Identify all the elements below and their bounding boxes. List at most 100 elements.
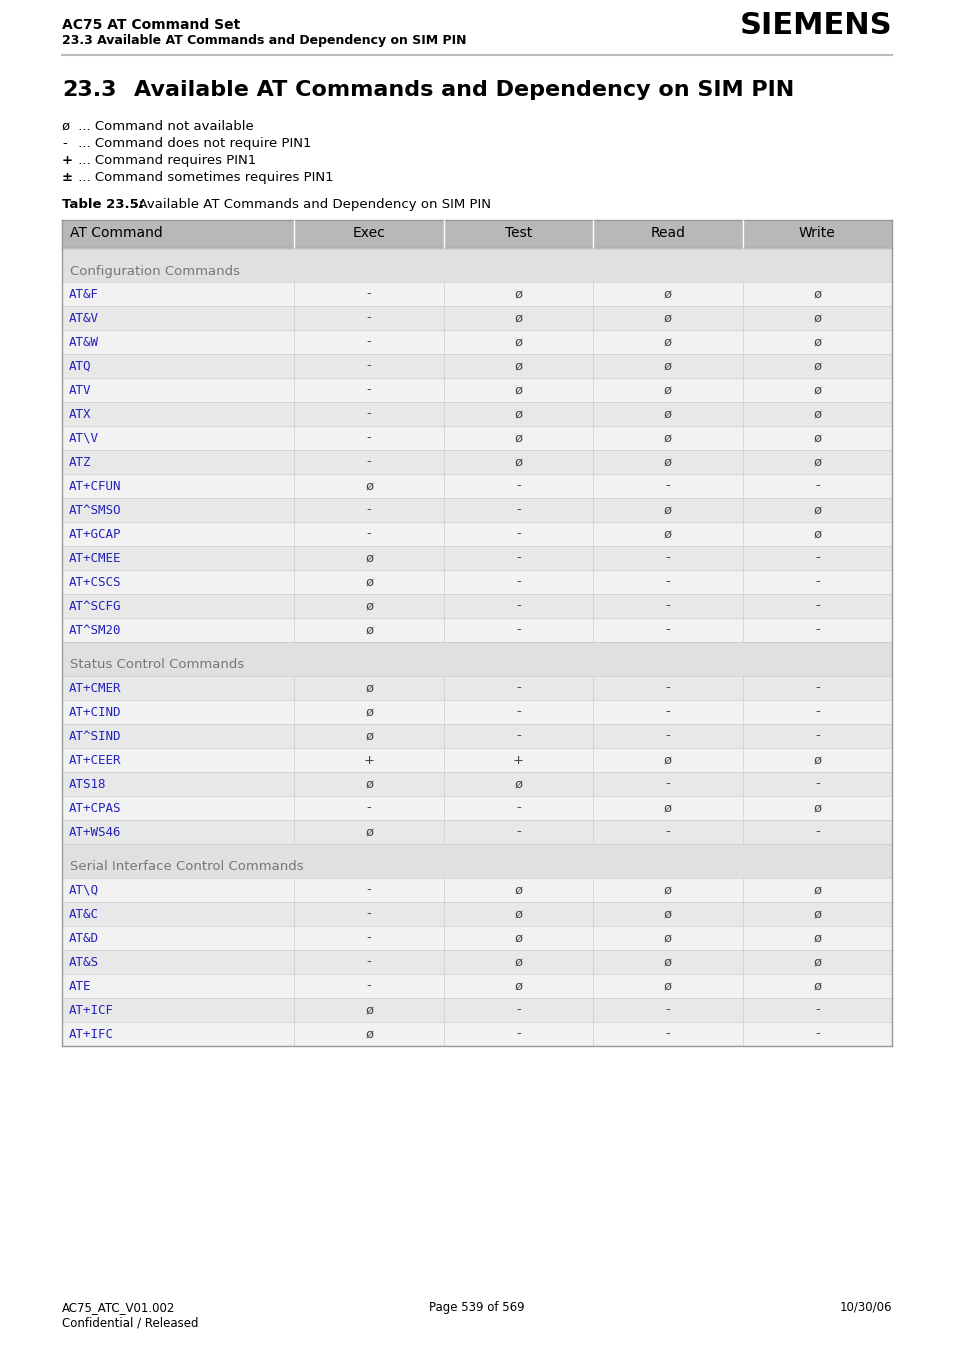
Text: ø: ø	[663, 908, 671, 920]
Text: ø: ø	[663, 527, 671, 540]
Text: -: -	[516, 624, 520, 636]
Text: -: -	[516, 681, 520, 694]
Text: ATQ: ATQ	[69, 359, 91, 373]
Bar	[62, 521, 891, 546]
Text: -: -	[516, 705, 520, 719]
Bar	[62, 844, 891, 857]
Text: AC75_ATC_V01.002: AC75_ATC_V01.002	[62, 1301, 175, 1315]
Bar	[62, 642, 891, 654]
Text: ø: ø	[514, 777, 522, 790]
Bar	[62, 998, 891, 1021]
Text: ATX: ATX	[69, 408, 91, 420]
Text: -: -	[516, 801, 520, 815]
Text: ø: ø	[62, 120, 71, 132]
Text: -: -	[665, 825, 670, 839]
Text: ø: ø	[812, 384, 821, 396]
Text: ... Command does not require PIN1: ... Command does not require PIN1	[74, 136, 312, 150]
Text: ø: ø	[514, 884, 522, 897]
Text: AT\Q: AT\Q	[69, 884, 99, 897]
Text: ø: ø	[663, 801, 671, 815]
Text: AT+ICF: AT+ICF	[69, 1004, 113, 1016]
Text: ø: ø	[663, 955, 671, 969]
Bar	[62, 220, 891, 249]
Text: +: +	[513, 754, 523, 766]
Text: ø: ø	[514, 979, 522, 993]
Bar	[62, 282, 891, 305]
Text: ø: ø	[514, 384, 522, 396]
Text: -: -	[62, 136, 67, 150]
Text: ±: ±	[62, 172, 73, 184]
Text: ø: ø	[365, 1004, 373, 1016]
Text: ATZ: ATZ	[69, 455, 91, 469]
Text: -: -	[814, 480, 819, 493]
Text: -: -	[516, 504, 520, 516]
Text: -: -	[366, 335, 371, 349]
Text: ... Command requires PIN1: ... Command requires PIN1	[74, 154, 256, 168]
Text: ATS18: ATS18	[69, 777, 107, 790]
Text: Configuration Commands: Configuration Commands	[70, 265, 240, 277]
Text: ø: ø	[365, 777, 373, 790]
Bar	[62, 1021, 891, 1046]
Text: ø: ø	[514, 955, 522, 969]
Text: Page 539 of 569: Page 539 of 569	[429, 1301, 524, 1315]
Text: ø: ø	[663, 754, 671, 766]
Text: AT&C: AT&C	[69, 908, 99, 920]
Text: -: -	[665, 730, 670, 743]
Text: -: -	[516, 1004, 520, 1016]
Text: -: -	[366, 359, 371, 373]
Text: ø: ø	[365, 825, 373, 839]
Text: -: -	[366, 908, 371, 920]
Text: ø: ø	[812, 504, 821, 516]
Text: -: -	[366, 455, 371, 469]
Text: -: -	[366, 431, 371, 444]
Text: -: -	[814, 730, 819, 743]
Text: AT+GCAP: AT+GCAP	[69, 527, 121, 540]
Text: ø: ø	[812, 359, 821, 373]
Text: -: -	[516, 527, 520, 540]
Text: -: -	[814, 1028, 819, 1040]
Text: ø: ø	[663, 312, 671, 324]
Text: 23.3 Available AT Commands and Dependency on SIM PIN: 23.3 Available AT Commands and Dependenc…	[62, 34, 466, 47]
Text: -: -	[814, 705, 819, 719]
Text: AT+CSCS: AT+CSCS	[69, 576, 121, 589]
Text: -: -	[366, 527, 371, 540]
Text: -: -	[814, 681, 819, 694]
Text: -: -	[366, 884, 371, 897]
Text: ø: ø	[663, 504, 671, 516]
Bar	[62, 676, 891, 700]
Text: -: -	[516, 730, 520, 743]
Text: -: -	[516, 825, 520, 839]
Text: +: +	[62, 154, 73, 168]
Text: ø: ø	[812, 455, 821, 469]
Text: ø: ø	[663, 931, 671, 944]
Text: 10/30/06: 10/30/06	[839, 1301, 891, 1315]
Bar	[62, 378, 891, 403]
Text: -: -	[366, 801, 371, 815]
Text: ø: ø	[365, 624, 373, 636]
Text: ø: ø	[514, 931, 522, 944]
Text: AT+CFUN: AT+CFUN	[69, 480, 121, 493]
Text: ATE: ATE	[69, 979, 91, 993]
Text: -: -	[366, 955, 371, 969]
Text: AT Command: AT Command	[70, 226, 163, 240]
Text: Write: Write	[798, 226, 835, 240]
Text: -: -	[665, 1028, 670, 1040]
Text: -: -	[516, 576, 520, 589]
Text: 23.3: 23.3	[62, 80, 116, 100]
Bar	[62, 354, 891, 378]
Text: ø: ø	[365, 551, 373, 565]
Text: AT+CPAS: AT+CPAS	[69, 801, 121, 815]
Text: AT+CMEE: AT+CMEE	[69, 551, 121, 565]
Bar	[62, 474, 891, 499]
Text: Table 23.5:: Table 23.5:	[62, 199, 144, 211]
Bar	[62, 546, 891, 570]
Text: AT\V: AT\V	[69, 431, 99, 444]
Text: -: -	[665, 777, 670, 790]
Text: ø: ø	[514, 312, 522, 324]
Bar	[62, 617, 891, 642]
Bar	[62, 771, 891, 796]
Bar	[62, 330, 891, 354]
Text: AT&S: AT&S	[69, 955, 99, 969]
Text: ø: ø	[514, 455, 522, 469]
Text: ø: ø	[365, 480, 373, 493]
